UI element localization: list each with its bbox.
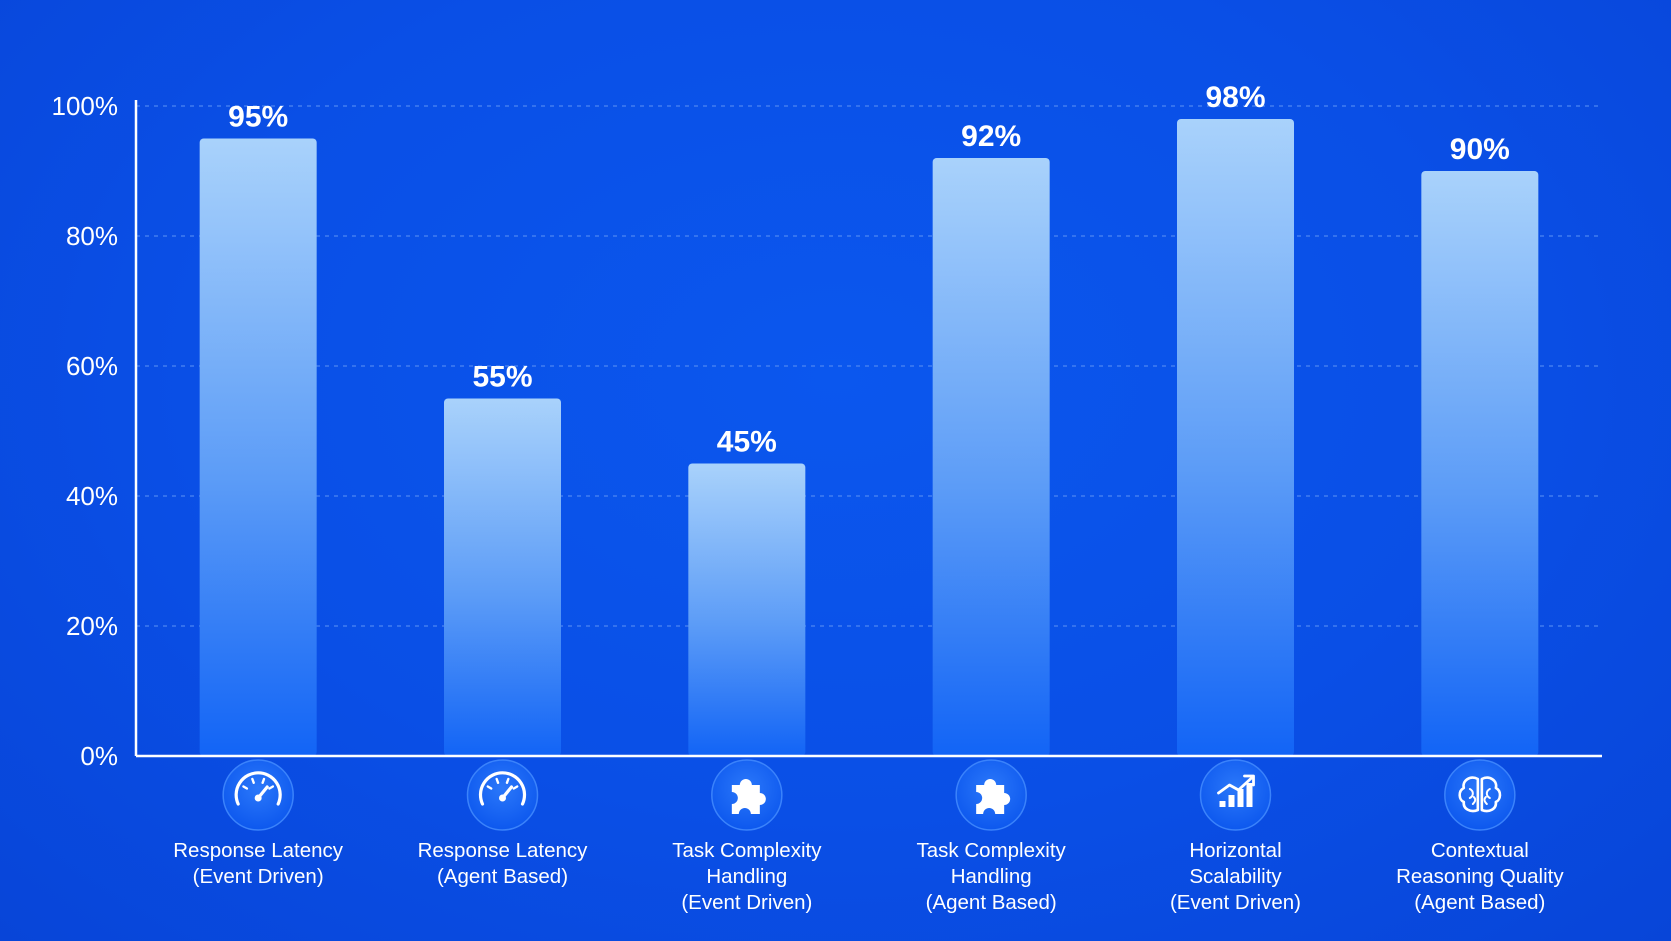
gridlines [136,105,1602,627]
speedometer-icon [466,759,539,831]
y-tick-label: 60% [66,351,118,381]
y-tick-label: 100% [52,91,119,121]
bar-value-label: 90% [1450,133,1510,166]
puzzle-icon [711,759,783,831]
bar [444,398,561,756]
y-tick-label: 20% [66,611,118,641]
bar [1421,171,1539,756]
axes [134,100,1602,758]
category-label: Handling [706,865,787,888]
category-label: Contextual [1431,839,1529,862]
category-label: Reasoning Quality [1396,865,1564,888]
category-label: Handling [951,865,1032,888]
puzzle-icon [955,759,1027,831]
category-label: Response Latency [418,839,589,862]
speedometer-icon [222,759,294,831]
category-label: (Event Driven) [1170,891,1301,914]
brain-icon [1444,759,1516,831]
category-label: Task Complexity [672,839,822,862]
bar [932,158,1050,756]
bar-value-label: 45% [717,426,777,459]
category-label: (Event Driven) [193,865,324,888]
category-label: (Agent Based) [1414,891,1545,914]
y-tick-label: 80% [66,221,118,251]
category-label: (Agent Based) [926,891,1057,914]
bar-value-label: 98% [1205,81,1265,114]
category-label: Horizontal [1189,839,1281,862]
category-labels: Response Latency (Event Driven) Response L… [173,759,1564,914]
category-label: Response Latency [173,839,344,862]
bar-value-label: 92% [961,120,1021,153]
bars: 95% 55% 45% 92% 98% 90% [199,81,1539,756]
growth-chart-icon [1199,759,1272,831]
category-label: Scalability [1189,865,1282,888]
bar-value-label: 55% [472,361,532,394]
category-label: (Agent Based) [437,865,568,888]
bar [688,463,806,756]
y-axis-ticks: 0% 20% 40% 60% 80% 100% [52,91,119,771]
bar [1177,119,1294,756]
y-tick-label: 0% [80,741,118,771]
bar-value-label: 95% [228,101,288,134]
bar [199,138,317,756]
category-label: Task Complexity [917,839,1067,862]
category-label: (Event Driven) [681,891,812,914]
y-tick-label: 40% [66,481,118,511]
